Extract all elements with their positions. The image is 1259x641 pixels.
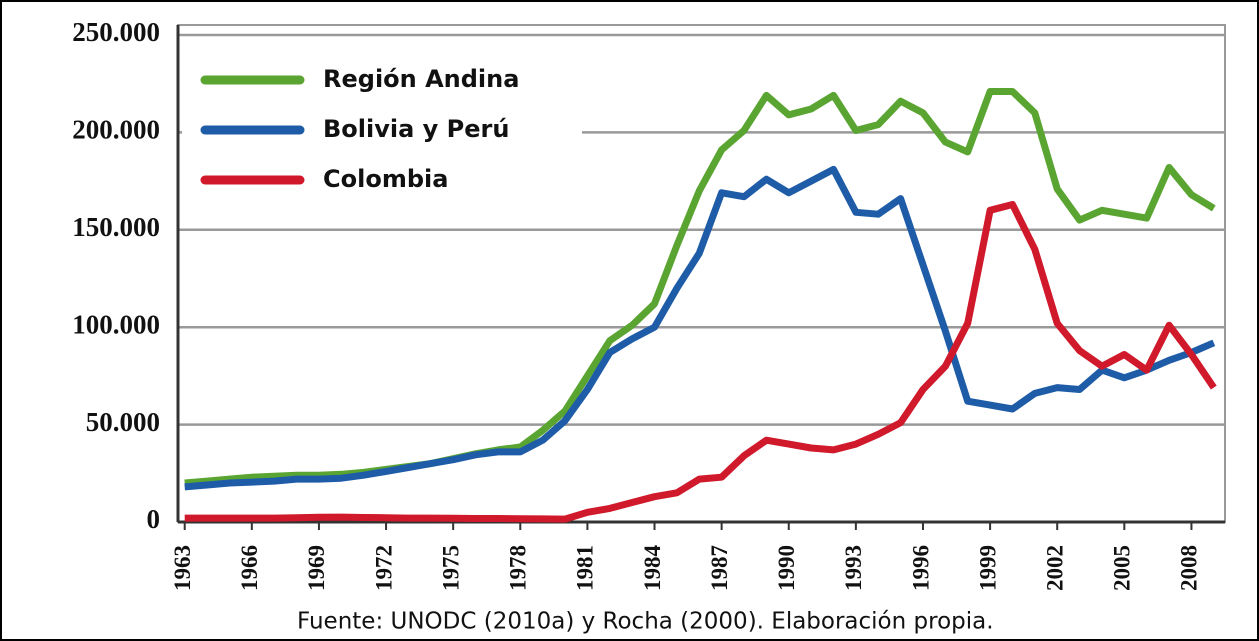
series-line (184, 165, 1216, 491)
source-note: Fuente: UNODC (2010a) y Rocha (2000). El… (297, 609, 994, 635)
x-tick-label: 1969 (304, 545, 329, 591)
x-tick-label: 1987 (707, 545, 732, 591)
y-tick-label: 200.000 (72, 115, 160, 145)
x-tick-label: 1963 (170, 545, 195, 591)
x-tick-label: 1975 (438, 545, 463, 591)
x-tick-label: 1993 (841, 545, 866, 591)
x-tick-label: 2008 (1177, 545, 1202, 591)
legend-label: Colombia (323, 165, 448, 193)
x-tick-label: 2002 (1042, 545, 1067, 591)
y-tick-label: 50.000 (86, 407, 160, 437)
y-tick-label: 150.000 (72, 212, 160, 242)
x-tick-label: 1984 (640, 545, 665, 592)
x-tick-label: 1978 (506, 545, 531, 591)
x-tick-label: 2005 (1110, 545, 1135, 591)
x-tick-label: 1981 (573, 545, 598, 591)
x-tick-label: 1999 (975, 545, 1000, 591)
x-tick-label: 1996 (908, 545, 933, 591)
series-line (184, 201, 1217, 523)
y-tick-label: 250.000 (72, 17, 160, 47)
legend-label: Región Andina (323, 65, 519, 93)
x-tick-label: 1972 (371, 545, 396, 591)
x-tick-label: 1990 (774, 545, 799, 591)
x-tick-label: 1966 (237, 545, 262, 591)
legend-label: Bolivia y Perú (323, 115, 509, 143)
y-tick-label: 100.000 (72, 309, 160, 339)
y-tick-label: 0 (147, 504, 161, 534)
